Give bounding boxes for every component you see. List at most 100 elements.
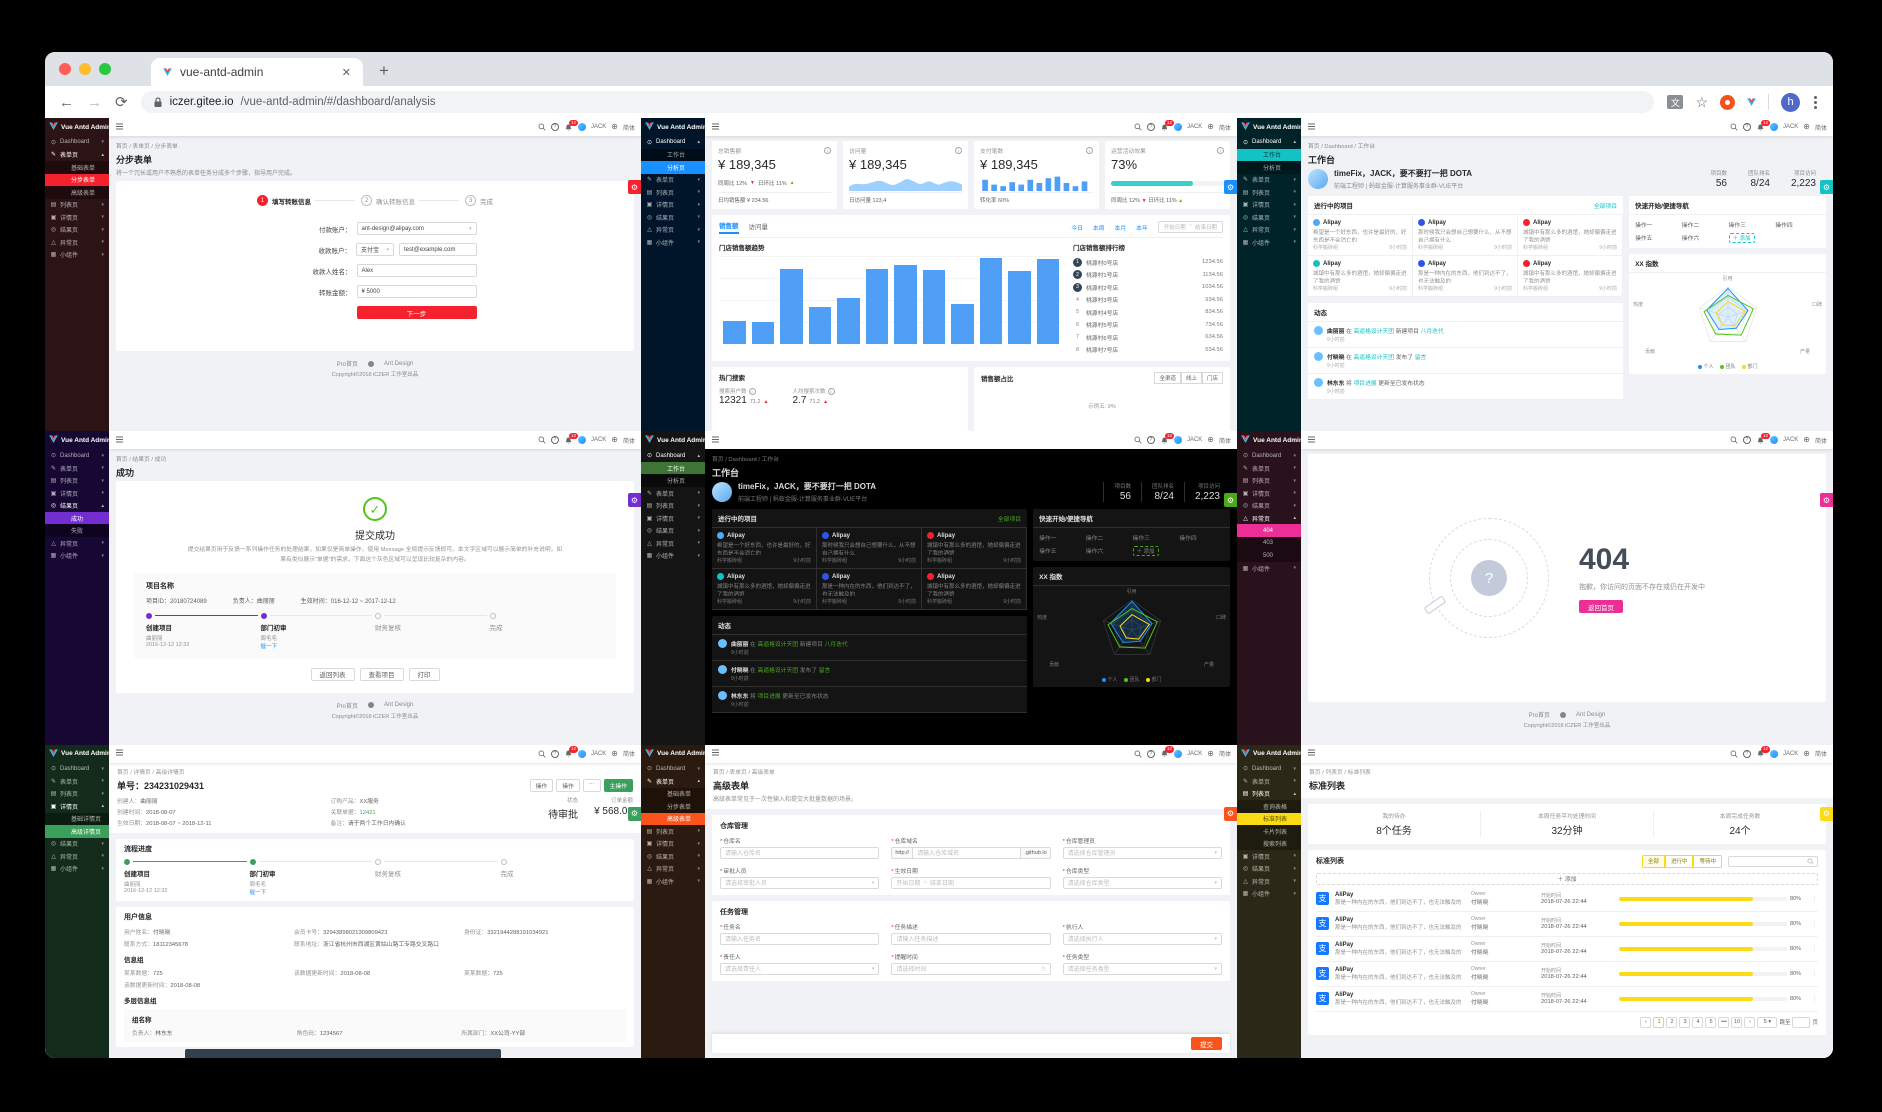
address-bar[interactable]: iczer.gitee.io/vue-antd-admin/#/dashboar…	[140, 91, 1655, 113]
filter-waiting-button[interactable]: 等待中	[1693, 854, 1722, 868]
sidebar-item[interactable]: ⊙ Dashboard ▴	[641, 449, 705, 462]
info-icon[interactable]: i	[1217, 147, 1224, 154]
bell-icon[interactable]: 12	[1756, 119, 1770, 132]
team-link[interactable]: 科学搬砖组	[1418, 245, 1444, 251]
sidebar-item[interactable]: ⊙ Dashboard ▾	[1237, 763, 1301, 776]
close-window-button[interactable]	[59, 63, 71, 75]
page-size-select[interactable]: 5 ▾	[1757, 1016, 1778, 1028]
payee-account-input[interactable]: test@example.com	[399, 243, 477, 256]
sidebar-item[interactable]: ◎ 结果页 ▾	[641, 524, 705, 537]
back-home-button[interactable]: 返回首页	[1579, 600, 1623, 614]
breadcrumb[interactable]: 首页 / Dashboard / 工作台	[712, 457, 780, 464]
sidebar-item[interactable]: ▣ 详情页 ▴	[45, 800, 109, 813]
info-icon[interactable]: i	[824, 147, 831, 154]
sidebar-item[interactable]: ⊙ Dashboard ▾	[641, 763, 705, 776]
step-action-link[interactable]: 2016-12-12 12:32	[146, 641, 190, 648]
sidebar-item[interactable]: ▣ 详情页 ▾	[1237, 199, 1301, 212]
sidebar-item[interactable]: 失败	[45, 524, 109, 537]
bar[interactable]	[979, 257, 1002, 344]
rank-row[interactable]: 3 桃源村2号店 1034.56	[1073, 281, 1223, 294]
group-link[interactable]: 高逼格设计天团	[757, 668, 799, 675]
project-card[interactable]: Alipay 城镇中有那么多的酒馆，她却偏偏走进了我的酒馆 科学搬砖组 9小时前	[1308, 256, 1414, 297]
add-item-button[interactable]: ＋ 添加	[1316, 872, 1818, 885]
language-label[interactable]: 简体	[1218, 438, 1231, 445]
group-link[interactable]: 高逼格设计天团	[757, 642, 799, 649]
help-icon[interactable]: ?	[550, 749, 559, 758]
bell-icon[interactable]: 12	[1160, 119, 1174, 132]
sidebar-item[interactable]: ▣ 详情页 ▾	[45, 211, 109, 224]
repo-domain-input[interactable]: 请输入仓库域名	[912, 846, 1022, 859]
new-tab-button[interactable]: +	[379, 61, 389, 80]
bookmark-star-icon[interactable]: ☆	[1695, 93, 1708, 110]
jump-page-input[interactable]	[1792, 1016, 1811, 1028]
payee-name-input[interactable]: Alex	[356, 264, 477, 277]
help-icon[interactable]: ?	[550, 436, 559, 445]
sidebar-item[interactable]: ▤ 列表页 ▾	[45, 474, 109, 487]
sidebar-item[interactable]: 成功	[45, 511, 109, 525]
language-icon[interactable]: ⊕	[1803, 748, 1810, 758]
theme-settings-button[interactable]: ⚙	[1820, 806, 1833, 821]
list-search-input[interactable]	[1728, 855, 1818, 867]
amount-input[interactable]: ¥ 5000	[356, 285, 477, 298]
menu-fold-icon[interactable]	[1307, 748, 1316, 759]
group-link[interactable]: 项目进展	[757, 694, 781, 701]
sidebar-item[interactable]: △ 异常页 ▾	[45, 537, 109, 550]
extension-icon[interactable]	[1720, 94, 1735, 110]
list-item[interactable]: 支 AliPay 那是一种内在的东西，他们到达不了，也无法触及的 Owner 付晓晓…	[1316, 987, 1818, 1012]
sidebar-item[interactable]: ▦ 小组件 ▾	[641, 236, 705, 249]
breadcrumb[interactable]: 首页 / Dashboard / 工作台	[1308, 144, 1376, 150]
bar[interactable]	[922, 270, 945, 344]
menu-fold-icon[interactable]	[711, 748, 720, 759]
sidebar-item[interactable]: 搜索列表	[1237, 837, 1301, 851]
username-label[interactable]: JACK	[1782, 437, 1799, 444]
rank-row[interactable]: 7 桃源村6号店 634.56	[1073, 331, 1223, 344]
project-card[interactable]: Alipay 城镇中有那么多的酒馆，她却偏偏走进了我的酒馆 科学搬砖组 9小时前	[1518, 256, 1624, 297]
add-quick-nav-button[interactable]: ＋ 添加	[1132, 546, 1159, 557]
forward-button[interactable]: →	[87, 93, 102, 111]
sidebar-item[interactable]: ⊙ Dashboard ▴	[641, 136, 705, 149]
bell-icon[interactable]: 12	[1756, 432, 1770, 445]
quick-op[interactable]: 操作三	[1728, 223, 1746, 229]
username-label[interactable]: JACK	[1782, 750, 1799, 757]
sidebar-item[interactable]: 分步表单	[641, 800, 705, 813]
list-item[interactable]: 支 AliPay 那是一种内在的东西，他们到达不了，也无法触及的 Owner 付晓晓…	[1316, 937, 1818, 962]
range-year[interactable]: 本年	[1136, 225, 1148, 232]
language-label[interactable]: 简体	[1814, 752, 1827, 759]
bar[interactable]	[951, 304, 974, 344]
sidebar-item[interactable]: ▦ 小组件 ▾	[1237, 236, 1301, 249]
sidebar-item[interactable]: ▤ 列表页 ▾	[45, 788, 109, 801]
bar[interactable]	[751, 322, 774, 344]
bar[interactable]	[1008, 270, 1031, 344]
bar[interactable]	[780, 269, 803, 344]
sidebar-item[interactable]: ◎ 结果页 ▴	[45, 499, 109, 512]
vue-devtools-icon[interactable]	[1747, 93, 1756, 111]
language-label[interactable]: 简体	[622, 752, 635, 759]
translate-icon[interactable]: 文	[1667, 95, 1684, 109]
team-link[interactable]: 科学搬砖组	[822, 558, 848, 565]
user-avatar[interactable]	[577, 749, 586, 758]
help-icon[interactable]: ?	[1742, 436, 1751, 445]
result-action-button[interactable]: 查看项目	[359, 667, 404, 681]
user-avatar[interactable]	[1769, 749, 1778, 758]
project-card[interactable]: Alipay 城镇中有那么多的酒馆，她却偏偏走进了我的酒馆 科学搬砖组 9小时前	[1518, 215, 1624, 256]
sidebar-item[interactable]: 工作台	[641, 148, 705, 161]
footer-link-antd[interactable]: Ant Design	[383, 360, 414, 367]
group-link[interactable]: 高逼格设计天团	[1353, 355, 1395, 361]
menu-fold-icon[interactable]	[1307, 122, 1316, 133]
app-logo[interactable]: Vue Antd Admin	[1237, 118, 1301, 136]
list-item[interactable]: 支 AliPay 那是一种内在的东西，他们到达不了，也无法触及的 Owner 付晓晓…	[1316, 962, 1818, 987]
footer-link-antd[interactable]: Ant Design	[1575, 711, 1606, 718]
language-icon[interactable]: ⊕	[1207, 435, 1214, 445]
action-button[interactable]: 操作	[556, 778, 580, 792]
sidebar-item[interactable]: 分步表单	[45, 173, 109, 186]
app-logo[interactable]: Vue Antd Admin	[45, 431, 109, 449]
quick-op[interactable]: 操作一	[1635, 223, 1653, 229]
language-label[interactable]: 简体	[1814, 438, 1827, 445]
target-link[interactable]: 八月迭代	[824, 642, 848, 649]
theme-settings-button[interactable]: ⚙	[1820, 180, 1833, 194]
sidebar-item[interactable]: ▣ 详情页 ▾	[641, 512, 705, 525]
legend-item[interactable]: 部门	[1741, 363, 1758, 370]
submit-button[interactable]: 提交	[1191, 1037, 1222, 1050]
team-link[interactable]: 科学搬砖组	[1313, 245, 1339, 251]
all-projects-link[interactable]: 全部项目	[997, 516, 1022, 523]
